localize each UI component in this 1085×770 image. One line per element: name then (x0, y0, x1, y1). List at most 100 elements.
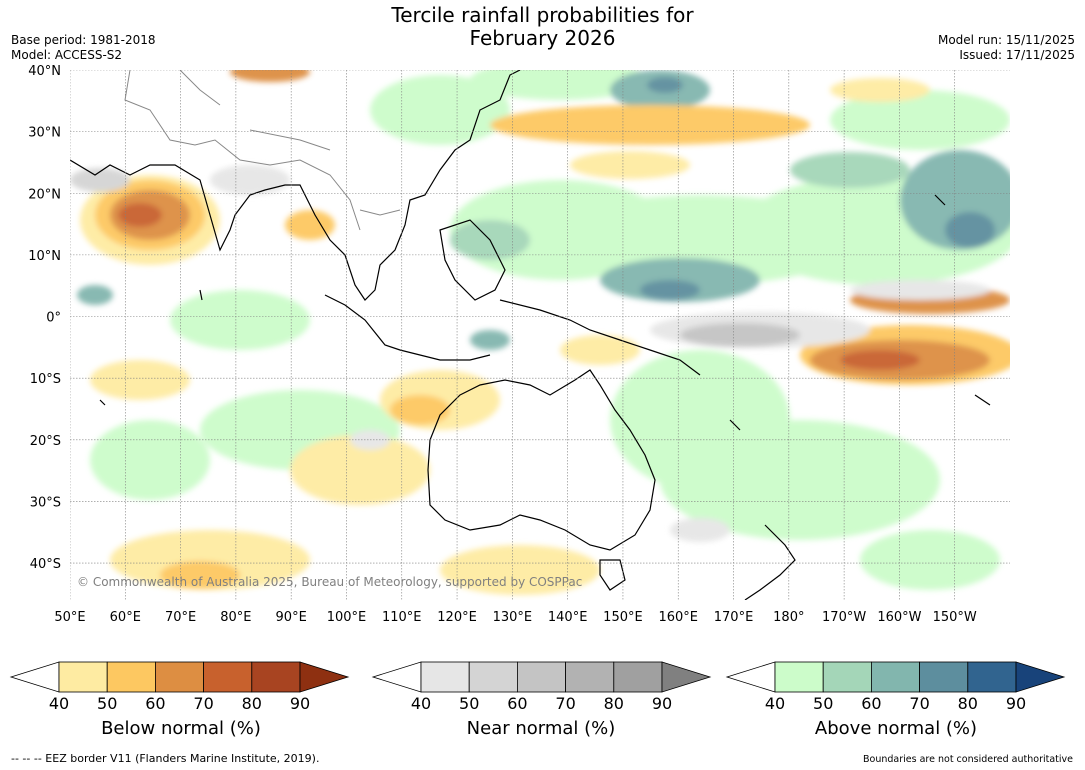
colorbar-tick-label: 60 (861, 694, 881, 713)
near-patch (670, 518, 730, 542)
longitude-label: 100°E (327, 610, 367, 625)
colorbar-segment (58, 661, 108, 693)
colorbars: 40 50 60 70 80 90 40 50 60 70 80 90 40 50 60 70 80 90 (9, 661, 1066, 713)
coastlines (70, 70, 991, 600)
colorbar-segment (251, 661, 301, 693)
above-patch (790, 152, 910, 188)
above-patch (370, 75, 510, 145)
boundary-disclaimer: Boundaries are not considered authoritat… (863, 754, 1073, 765)
colorbar-tick-label: 50 (459, 694, 479, 713)
below-patch (230, 70, 310, 82)
colorbar-extend-high (1015, 661, 1066, 693)
colorbar-tick-label: 70 (555, 694, 575, 713)
copyright-text: © Commonwealth of Australia 2025, Bureau… (77, 575, 582, 589)
colorbar: 40 50 60 70 80 90 (371, 661, 712, 713)
below-patch (830, 78, 930, 102)
colorbar-segment (967, 661, 1017, 693)
below-patch (118, 203, 162, 227)
colorbar: 40 50 60 70 80 90 (725, 661, 1066, 713)
colorbar-tick-label: 80 (958, 694, 978, 713)
colorbar-segment (565, 661, 615, 693)
border-line (124, 70, 361, 231)
longitude-label: 160°W (877, 610, 921, 625)
near-patch (210, 165, 290, 195)
new-zealand-coastline (744, 524, 796, 600)
country-borders (124, 70, 401, 231)
below-patch (560, 335, 640, 365)
below-patch (570, 151, 690, 179)
colorbar-tick-label: 70 (193, 694, 213, 713)
colorbar-tick-label: 40 (765, 694, 785, 713)
colorbar-tick-label: 50 (97, 694, 117, 713)
indonesia-coastline (324, 294, 491, 361)
meta-right: Model run: 15/11/2025 Issued: 17/11/2025 (938, 33, 1075, 63)
colorbar-extend-high (661, 661, 712, 693)
new-guinea-coastline (499, 299, 701, 376)
latitude-label: 0° (46, 311, 61, 326)
longitude-label: 90°E (276, 610, 307, 625)
latitude-label: 40°N (28, 64, 61, 79)
colorbar-segment (468, 661, 518, 693)
colorbar-segment (420, 661, 470, 693)
above-patch (470, 330, 510, 350)
below-patch (90, 360, 190, 400)
colorbar-tick-label: 80 (604, 694, 624, 713)
below-patch (440, 545, 600, 595)
near-patch (680, 323, 800, 347)
longitude-label: 180° (773, 610, 804, 625)
colorbar-tick-label: 40 (411, 694, 431, 713)
near-patch (70, 168, 130, 192)
above-patch (90, 420, 210, 500)
islands-coastline (99, 194, 991, 431)
latitude-label: 10°N (28, 249, 61, 264)
issued-date: Issued: 17/11/2025 (959, 48, 1075, 62)
colorbar-segment (106, 661, 156, 693)
longitude-label: 170°E (714, 610, 754, 625)
above-patch (860, 530, 1000, 590)
tasmania-coastline (599, 559, 626, 591)
colorbar-segment (203, 661, 253, 693)
australia-coastline (427, 369, 656, 551)
above-patch (660, 420, 940, 540)
longitude-labels: 50°E 60°E 70°E 80°E 90°E 100°E 110°E 120°E 130°E… (54, 610, 977, 625)
colorbar-tick-label: 60 (145, 694, 165, 713)
border-line (179, 70, 401, 216)
colorbar-segment (871, 661, 921, 693)
colorbar: 40 50 60 70 80 90 (9, 661, 350, 713)
below-patch (290, 435, 430, 505)
above-patch (170, 290, 310, 350)
below-patch (490, 105, 810, 145)
latitude-labels: 40°N 30°N 20°N 10°N 0° 10°S 20°S 30°S 40°S (28, 64, 61, 572)
colorbar-segment (919, 661, 969, 693)
colorbar-tick-label: 50 (813, 694, 833, 713)
above-patch (647, 77, 683, 93)
title-line-2: February 2026 (469, 26, 616, 50)
colorbar-tick-label: 40 (49, 694, 69, 713)
title-line-1: Tercile rainfall probabilities for (391, 3, 694, 27)
probability-field (70, 70, 1010, 600)
colorbar-segment (822, 661, 872, 693)
colorbar-tick-label: 60 (507, 694, 527, 713)
longitude-label: 160°E (658, 610, 698, 625)
colorbar-tick-label: 70 (909, 694, 929, 713)
longitude-label: 150°E (603, 610, 643, 625)
meta-left: Base period: 1981-2018 Model: ACCESS-S2 (11, 33, 156, 63)
above-patch (640, 280, 700, 300)
near-patch (850, 280, 990, 300)
longitude-label: 70°E (165, 610, 196, 625)
longitude-label: 170°W (822, 610, 866, 625)
longitude-label: 60°E (110, 610, 141, 625)
colorbar-extend-high (299, 661, 350, 693)
longitude-label: 110°E (382, 610, 422, 625)
colorbar-extend-low (725, 661, 776, 693)
below-normal-label: Below normal (%) (101, 718, 261, 739)
above-patch (470, 70, 650, 100)
model-name: Model: ACCESS-S2 (11, 48, 123, 62)
longitude-label: 50°E (54, 610, 85, 625)
below-patch (840, 350, 920, 370)
above-patch (945, 212, 995, 248)
colorbar-segment (154, 661, 204, 693)
longitude-label: 140°E (548, 610, 588, 625)
latitude-label: 10°S (30, 372, 61, 387)
